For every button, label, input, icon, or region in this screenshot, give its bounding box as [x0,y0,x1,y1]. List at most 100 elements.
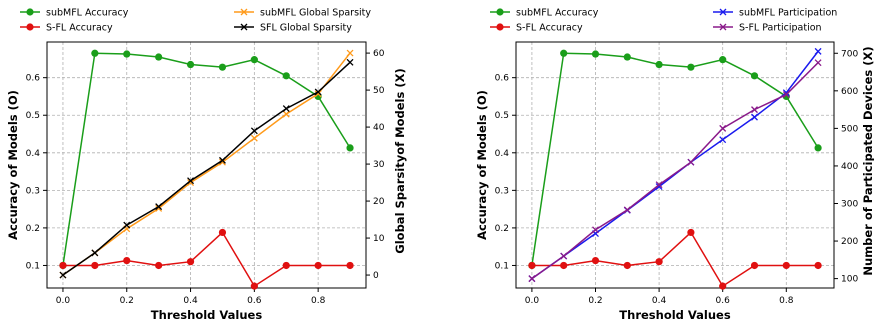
data-point [346,144,354,152]
legend-entry: S-FL Accuracy [20,23,113,34]
data-point [655,258,663,266]
legend-entry: S-FL Accuracy [490,23,583,34]
data-point [187,179,195,187]
data-point [591,256,600,265]
y-tick-label: 0.2 [495,224,509,234]
legend-marker [26,23,34,31]
y-tick-label: 0.4 [26,149,41,159]
data-point [623,261,631,270]
x-tick-label: 0.6 [716,296,731,306]
data-point [782,261,790,270]
data-point [814,59,822,67]
data-point [250,282,258,290]
series-line [62,52,351,266]
y2-tick-label: 10 [373,234,385,244]
series-submfl-global-sparsity [59,49,354,279]
y-axis-label: Accuracy of Models (O) [475,90,489,240]
x-tick-label: 0.2 [120,296,134,306]
legend-label: subMFL Global Sparsity [260,8,371,19]
data-point [250,56,258,64]
legend-marker [719,8,727,16]
y-tick-label: 0.3 [495,186,509,196]
series-submfl-accuracy [59,49,354,270]
data-point [187,177,195,185]
y2-axis-label: Number of Participated Devices (X) [861,46,874,275]
legend-entry: SFL Global Sparsity [234,23,352,34]
data-point [346,261,354,270]
data-point [186,60,195,69]
legend-label: SFL Global Sparsity [260,23,352,34]
y2-tick-label: 300 [841,199,858,209]
data-point [719,56,727,64]
data-point [314,90,322,98]
plot-area-frame [46,41,367,289]
data-point [123,50,131,58]
data-point [560,252,568,260]
legend-marker [26,8,34,16]
y-tick-label: 0.1 [495,261,509,271]
x-axis-label: Threshold Values [151,308,263,322]
x-tick-label: 0.2 [588,296,602,306]
data-point [528,275,536,283]
data-point [59,271,67,279]
data-point [560,49,568,57]
data-point [750,261,759,270]
x-axis-label: Threshold Values [619,308,731,322]
data-point [218,228,227,237]
data-point [346,58,354,66]
data-point [751,106,758,114]
series-line [531,62,819,280]
legend-label: subMFL Accuracy [46,8,129,19]
legend-marker [719,23,727,31]
data-point [186,258,195,266]
legend-marker [496,8,504,16]
data-point [282,72,290,80]
data-point [250,134,258,142]
data-point [314,88,322,96]
data-point [218,158,226,166]
y2-tick-label: 30 [373,160,385,170]
legend-label: S-FL Accuracy [46,23,113,34]
legend-label: S-FL Participation [739,23,822,34]
data-point [719,282,727,290]
data-point [155,203,163,211]
y2-tick-label: 600 [841,87,858,97]
data-point [687,158,695,166]
data-point [123,256,131,265]
y2-tick-label: 40 [373,123,385,133]
legend-label: subMFL Participation [739,8,837,19]
legend-entry: subMFL Participation [713,8,837,19]
y2-tick-label: 100 [841,275,858,285]
series-line [62,52,351,276]
data-point [218,156,226,164]
x-tick-label: 0.6 [247,296,262,306]
data-point [751,113,758,121]
data-point [655,181,663,189]
data-point [814,261,822,270]
data-point [623,53,631,61]
y2-axis-label: Global Sparsityof Models (X) [393,68,407,253]
y-tick-label: 0.4 [495,149,510,159]
legend-label: subMFL Accuracy [516,8,599,19]
y2-tick-label: 500 [841,124,858,134]
y2-tick-label: 400 [841,162,858,172]
x-tick-label: 0.0 [56,296,71,306]
y-tick-label: 0.6 [495,74,510,84]
data-point [528,261,536,270]
y2-tick-label: 200 [841,237,858,247]
x-tick-label: 0.4 [183,296,198,306]
data-point [814,47,822,55]
data-point [346,49,354,57]
series-s-fl-accuracy [528,228,822,290]
data-point [814,144,822,152]
series-s-fl-participation [528,59,822,283]
x-tick-label: 0.8 [311,296,326,306]
data-point [591,50,600,58]
legend-marker [496,23,504,31]
y-tick-label: 0.5 [26,111,40,121]
series-line [531,52,819,266]
data-point [687,228,695,237]
data-point [59,261,67,270]
y-tick-label: 0.2 [26,224,40,234]
